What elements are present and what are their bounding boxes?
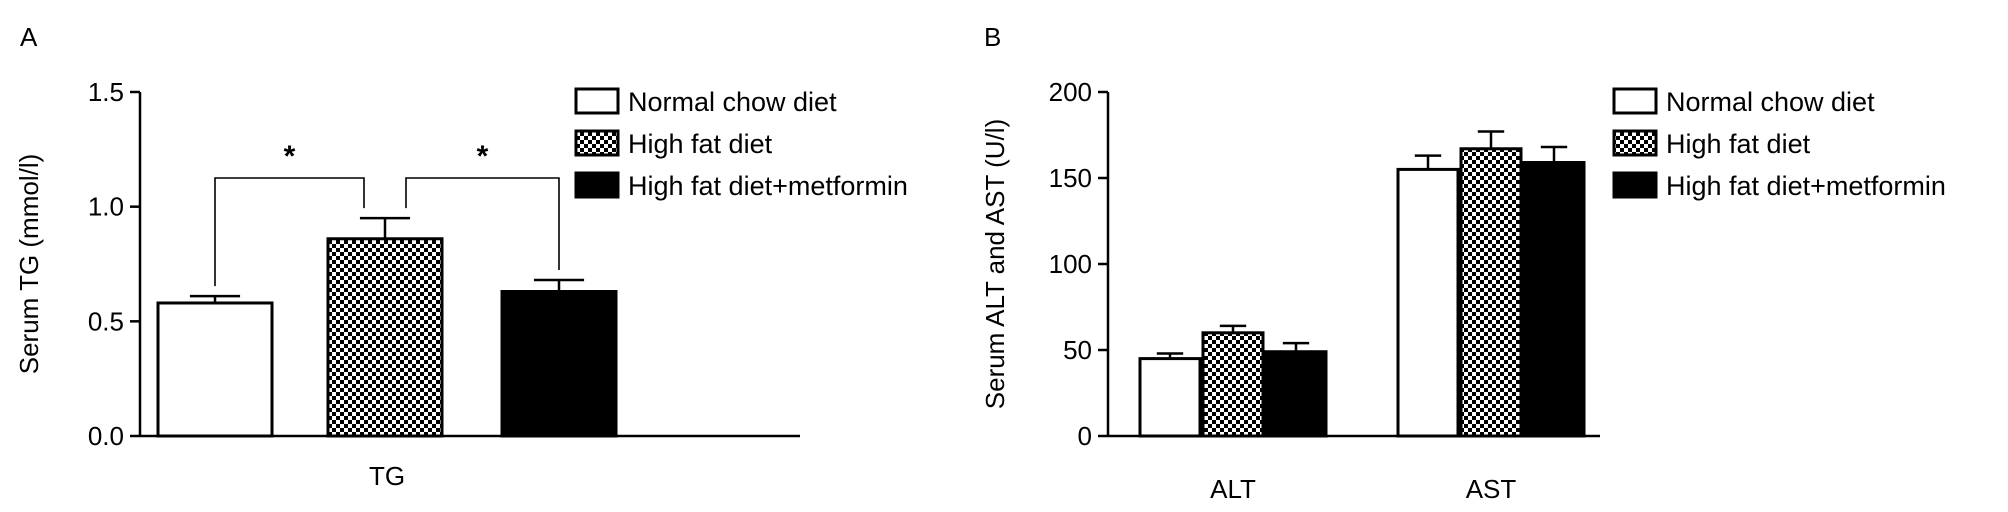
panel-label: B xyxy=(984,22,1001,52)
y-tick-label: 0.5 xyxy=(88,306,124,336)
legend-swatch xyxy=(1612,87,1658,115)
legend-label: High fat diet+metformin xyxy=(628,171,908,201)
y-tick-label: 150 xyxy=(1049,163,1092,193)
bar xyxy=(1138,357,1202,438)
bar xyxy=(1201,331,1265,438)
bar xyxy=(1522,161,1586,438)
x-tick-label: TG xyxy=(369,461,405,491)
significance-bracket xyxy=(405,177,560,271)
legend-label: Normal chow diet xyxy=(628,87,837,117)
chart-panel-b: B 0 50 100 150 200 Serum ALT and AST (U/l) ALT A… xyxy=(980,22,1946,504)
legend-swatch xyxy=(1612,171,1658,199)
chart-panel-a: A 0.0 0.5 1.0 1.5 Serum TG (mmol/l) TG * * Normal… xyxy=(14,22,908,491)
y-tick-label: 0 xyxy=(1078,421,1092,451)
legend-label: Normal chow diet xyxy=(1666,87,1875,117)
legend-swatch xyxy=(574,87,620,115)
y-tick-label: 200 xyxy=(1049,77,1092,107)
significance-bracket xyxy=(214,177,365,287)
bar xyxy=(500,290,618,438)
significance-star: * xyxy=(477,140,489,173)
x-tick-label: AST xyxy=(1466,474,1517,504)
legend-label: High fat diet+metformin xyxy=(1666,171,1946,201)
significance-star: * xyxy=(284,140,296,173)
bar xyxy=(156,301,274,438)
y-axis-title: Serum ALT and AST (U/l) xyxy=(980,119,1010,409)
bar xyxy=(1459,147,1523,438)
y-axis-title: Serum TG (mmol/l) xyxy=(14,154,44,375)
y-tick-label: 1.5 xyxy=(88,77,124,107)
y-tick-label: 1.0 xyxy=(88,192,124,222)
bar xyxy=(326,237,444,438)
y-tick-label: 0.0 xyxy=(88,421,124,451)
y-tick-label: 50 xyxy=(1063,335,1092,365)
panel-label: A xyxy=(20,22,38,52)
bar xyxy=(1264,350,1328,438)
x-tick-label: ALT xyxy=(1210,474,1256,504)
legend-label: High fat diet xyxy=(628,129,773,159)
legend-swatch xyxy=(1612,129,1658,157)
legend-swatch xyxy=(574,171,620,199)
legend-swatch xyxy=(574,129,620,157)
bar xyxy=(1396,167,1460,438)
legend-label: High fat diet xyxy=(1666,129,1811,159)
y-tick-label: 100 xyxy=(1049,249,1092,279)
